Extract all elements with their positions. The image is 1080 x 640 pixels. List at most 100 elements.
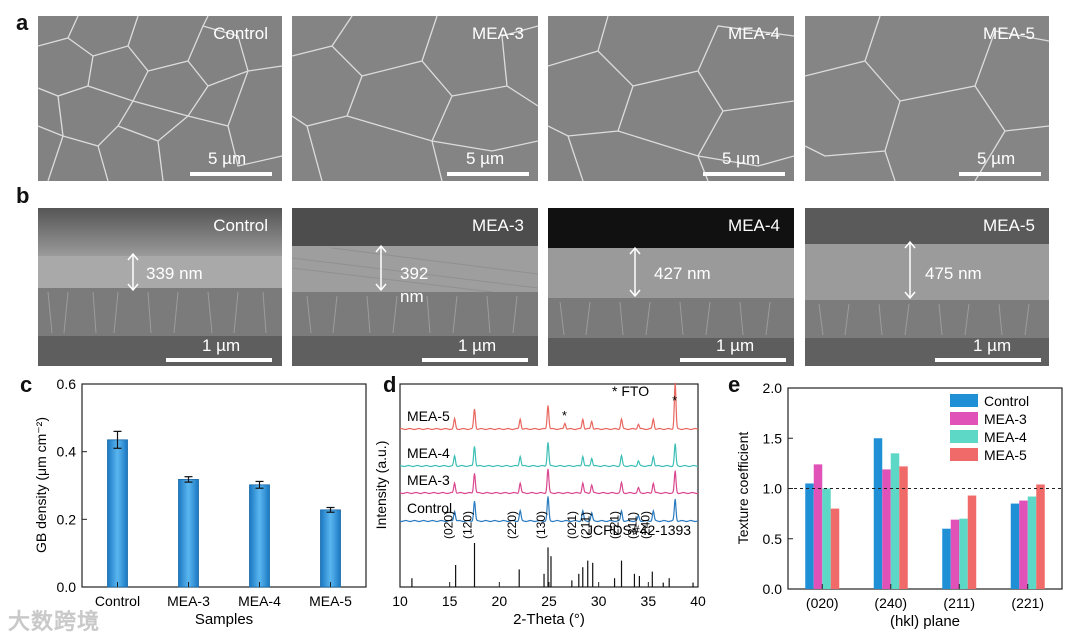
legend-swatch [950, 430, 978, 443]
sem-top-mea3: MEA-3 5 µm [292, 16, 538, 181]
thickness-label-line2: nm [400, 287, 424, 306]
miller-index-label: (240) [638, 511, 652, 539]
x-tick-label: 35 [641, 593, 657, 609]
scale-text: 5 µm [722, 149, 761, 168]
bar-mea-5 [899, 466, 908, 589]
sem-label: MEA-3 [472, 24, 524, 43]
scale-text: 5 µm [208, 149, 247, 168]
thickness-label: 339 nm [146, 264, 203, 283]
x-axis-label: (hkl) plane [890, 613, 960, 630]
bar-mea-5 [830, 508, 840, 589]
sem-cross-mea4: MEA-4 427 nm 1 µm [548, 208, 794, 366]
scale-bar [680, 358, 786, 362]
scale-bar [190, 172, 272, 176]
cross-section-image [805, 208, 1049, 366]
reference-label: JCPDS#42-1393 [586, 522, 691, 538]
thickness-arrow [904, 240, 916, 300]
bar-mea-3 [813, 464, 823, 589]
thickness-label-line1: 392 [400, 264, 429, 283]
fto-annotation: * FTO [612, 383, 649, 399]
cross-section-image [38, 208, 282, 366]
bar-mea-5 [1036, 484, 1045, 589]
y-tick-label: 0.5 [763, 531, 783, 547]
xrd-line-mea-5 [399, 382, 699, 431]
sem-cross-mea5: MEA-5 475 nm 1 µm [805, 208, 1049, 366]
bar-mea-3 [882, 469, 891, 589]
panel-label-d: d [383, 372, 397, 397]
thickness-arrow [629, 246, 641, 298]
plot-frame [81, 383, 367, 588]
y-tick-label: 0.0 [57, 579, 77, 595]
legend-swatch [950, 394, 978, 407]
series-label: Control [407, 500, 452, 516]
sem-label: MEA-3 [472, 216, 524, 235]
bar-control [805, 483, 814, 589]
miller-index-label: (120) [461, 511, 475, 539]
legend-label: MEA-3 [984, 411, 1027, 427]
cross-section-image [292, 208, 538, 366]
scale-bar [959, 172, 1041, 176]
y-tick-label: 2.0 [763, 380, 783, 396]
watermark: 大数跨境 [8, 609, 101, 634]
bar-control [107, 439, 128, 588]
bar-mea-3 [1019, 500, 1028, 589]
y-tick-label: 0.4 [57, 444, 77, 460]
chart-gb-density: 0.0 0.2 0.4 0.6 Control MEA-3 MEA-4 MEA-5 GB d… [33, 376, 367, 628]
grain-boundary-image [548, 16, 794, 181]
sem-top-mea5: MEA-5 5 µm [805, 16, 1049, 181]
y-tick-label: 0.6 [57, 376, 77, 392]
xrd-line-control [399, 496, 699, 523]
scale-bar [703, 172, 785, 176]
scale-text: 5 µm [977, 149, 1016, 168]
series-label: MEA-5 [407, 408, 450, 424]
x-tick-label: (221) [1011, 595, 1044, 611]
grain-boundary-image [38, 16, 282, 181]
scale-text: 1 µm [973, 336, 1012, 355]
x-tick-label: MEA-3 [167, 593, 210, 609]
bar-mea-4 [959, 518, 968, 589]
grain-boundary-image [292, 16, 538, 181]
miller-index-label: (130) [534, 511, 548, 539]
x-tick-label: 30 [591, 593, 607, 609]
chart-xrd: MEA-5 MEA-4 MEA-3 Control * * (020) (120) (220)… [373, 382, 706, 628]
xrd-line-mea-3 [399, 468, 699, 495]
y-axis-label: Intensity (a.u.) [373, 441, 389, 530]
scale-text: 5 µm [466, 149, 505, 168]
grain-boundary-image [805, 16, 1049, 181]
miller-index-label: (220) [505, 511, 519, 539]
cross-section-image [548, 208, 794, 366]
miller-index-label: (020) [442, 511, 456, 539]
legend-swatch [950, 412, 978, 425]
x-tick-label: (240) [874, 595, 907, 611]
sem-top-control: Control 5 µm [38, 16, 282, 181]
legend-label: MEA-5 [984, 447, 1027, 463]
bar-mea-4 [1027, 496, 1037, 589]
panel-label-e: e [728, 372, 741, 397]
x-tick-label: 20 [492, 593, 508, 609]
x-tick-label: 15 [442, 593, 458, 609]
miller-index-label: (221) [608, 511, 622, 539]
bar-mea-4 [890, 453, 900, 589]
x-tick-label: Control [95, 593, 140, 609]
fto-star: * [562, 408, 567, 423]
bar-mea-5 [320, 509, 341, 588]
panel-label-c: c [20, 372, 33, 397]
bar-mea-3 [950, 519, 960, 589]
sem-label: Control [213, 216, 268, 235]
x-axis-label: 2-Theta (°) [513, 611, 585, 628]
scale-text: 1 µm [458, 336, 497, 355]
scale-text: 1 µm [202, 336, 241, 355]
x-axis-label: Samples [195, 611, 253, 628]
x-tick-label: 25 [541, 593, 557, 609]
sem-top-mea4: MEA-4 5 µm [548, 16, 794, 181]
y-tick-label: 0.2 [57, 511, 77, 527]
scale-bar [935, 358, 1041, 362]
y-axis-label: Texture coefficient [735, 432, 751, 545]
scale-bar [166, 358, 272, 362]
legend-label: MEA-4 [984, 429, 1027, 445]
series-label: MEA-4 [407, 445, 450, 461]
sem-cross-mea3: MEA-3 392 nm 1 µm [292, 208, 538, 366]
sem-label: MEA-5 [983, 24, 1035, 43]
scale-text: 1 µm [716, 336, 755, 355]
series-label: MEA-3 [407, 472, 450, 488]
